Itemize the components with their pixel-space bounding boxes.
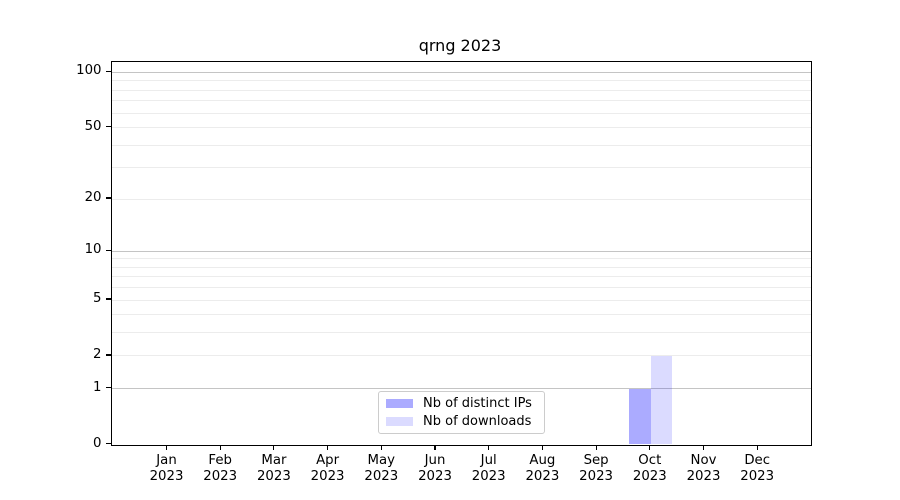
y-gridline-major <box>111 250 811 252</box>
y-gridline-minor <box>111 276 811 278</box>
y-tick-label: 10 <box>84 242 102 258</box>
x-tick-label-month: Sep <box>583 452 609 468</box>
x-tick-label-month: Jan <box>156 452 177 468</box>
x-tick-label-month: Jul <box>480 452 497 468</box>
x-tick <box>541 444 543 450</box>
x-tick-label: Mar 2023 <box>244 453 304 486</box>
x-tick <box>273 444 275 450</box>
y-gridline-minor <box>111 266 811 268</box>
y-tick-label: 5 <box>93 291 102 307</box>
y-tick <box>105 354 111 356</box>
legend-swatch-distinct-ips <box>386 399 413 409</box>
x-tick-label-year: 2023 <box>740 469 775 484</box>
x-tick <box>595 444 597 450</box>
x-tick-label: Aug 2023 <box>512 453 572 486</box>
x-tick-label-month: Aug <box>529 452 556 468</box>
x-tick <box>380 444 382 450</box>
y-tick-label: 50 <box>84 118 102 134</box>
x-tick-label-month: Mar <box>261 452 287 468</box>
y-gridline-minor <box>111 332 811 334</box>
y-gridline-minor <box>111 287 811 289</box>
x-tick-label-month: Jun <box>424 452 446 468</box>
x-tick-label-month: Nov <box>690 452 717 468</box>
y-tick-label: 100 <box>76 63 102 79</box>
plot-area <box>110 61 812 446</box>
y-gridline-minor <box>111 127 811 129</box>
x-tick <box>756 444 758 450</box>
legend-label-distinct-ips: Nb of distinct IPs <box>423 396 532 412</box>
x-tick-label-year: 2023 <box>364 469 399 484</box>
y-gridline-minor <box>111 112 811 114</box>
legend-item-distinct-ips: Nb of distinct IPs <box>386 396 538 411</box>
x-tick-label: Apr 2023 <box>298 453 358 486</box>
x-tick-label-year: 2023 <box>418 469 452 484</box>
y-gridline-major <box>111 71 811 73</box>
x-tick-label-year: 2023 <box>632 469 667 484</box>
x-tick <box>702 444 705 450</box>
x-tick-label: Nov 2023 <box>674 453 734 486</box>
y-tick-label: 20 <box>84 190 102 206</box>
x-tick-label-year: 2023 <box>525 469 560 484</box>
x-tick-label-year: 2023 <box>310 469 345 484</box>
x-tick-label-month: May <box>367 452 396 468</box>
y-gridline-minor <box>111 144 811 146</box>
x-tick-label-year: 2023 <box>256 469 291 484</box>
x-tick-label-month: Apr <box>316 452 340 468</box>
x-tick <box>488 444 490 450</box>
y-gridline-minor <box>111 167 811 169</box>
y-tick-label: 2 <box>93 346 102 362</box>
y-tick <box>105 298 111 300</box>
x-tick-label-year: 2023 <box>686 469 721 484</box>
legend-swatch-downloads <box>386 416 413 426</box>
y-gridline-minor <box>111 198 811 200</box>
x-tick-label: Jan 2023 <box>137 453 197 486</box>
x-tick <box>165 444 168 450</box>
x-tick <box>327 444 329 450</box>
legend: Nb of distinct IPs Nb of downloads <box>378 391 545 434</box>
legend-label-downloads: Nb of downloads <box>423 413 532 429</box>
y-tick-label: 1 <box>93 379 102 395</box>
x-tick-label: Feb 2023 <box>190 453 250 486</box>
y-tick <box>105 249 111 251</box>
chart-title: qrng 2023 <box>418 36 502 55</box>
x-tick-label: Dec 2023 <box>727 453 787 486</box>
x-tick-label: Jul 2023 <box>459 453 519 486</box>
x-tick-label-month: Feb <box>208 452 232 468</box>
x-tick-label: Jun 2023 <box>405 453 465 486</box>
y-gridline-major <box>111 388 811 390</box>
x-tick <box>649 444 651 450</box>
y-tick <box>105 197 111 199</box>
bar-downloads <box>650 355 673 445</box>
y-gridline-minor <box>111 355 811 357</box>
x-tick-label-month: Dec <box>744 452 771 468</box>
x-tick-label: Sep 2023 <box>566 453 626 486</box>
y-tick <box>105 70 111 73</box>
x-tick-label: May 2023 <box>351 453 411 486</box>
y-gridline-minor <box>111 258 811 260</box>
x-tick-label-month: Oct <box>638 452 662 468</box>
y-gridline-minor <box>111 80 811 82</box>
bar-distinct-ips <box>629 388 651 445</box>
y-tick-label: 0 <box>93 435 102 451</box>
y-gridline-minor <box>111 100 811 102</box>
y-gridline-minor <box>111 89 811 91</box>
x-tick <box>434 444 436 450</box>
y-tick <box>105 442 111 445</box>
x-tick <box>219 444 221 450</box>
y-tick <box>105 387 111 389</box>
x-tick-label-year: 2023 <box>203 469 238 484</box>
y-gridline-minor <box>111 314 811 316</box>
legend-item-downloads: Nb of downloads <box>386 414 538 429</box>
x-tick-label: Oct 2023 <box>620 453 680 486</box>
x-tick-label-year: 2023 <box>471 469 506 484</box>
y-gridline-minor <box>111 299 811 301</box>
x-tick-label-year: 2023 <box>579 469 614 484</box>
y-tick <box>105 125 111 128</box>
x-tick-label-year: 2023 <box>149 469 184 484</box>
